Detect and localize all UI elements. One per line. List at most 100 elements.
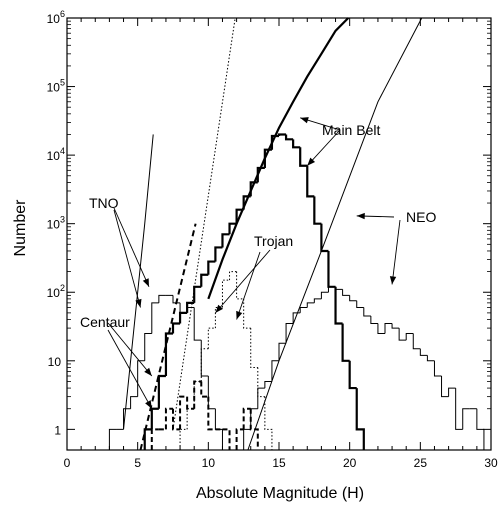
series-main-belt-curve-thick	[207, 17, 350, 300]
histogram-bin	[243, 428, 251, 450]
histogram-bin	[193, 307, 202, 341]
histogram-bin	[178, 311, 188, 324]
histogram-bin	[271, 360, 279, 382]
label-main-belt: Main Belt	[322, 122, 380, 138]
histogram-bin	[243, 298, 251, 329]
series-neo-line-thin	[247, 17, 423, 451]
histogram-bin	[327, 286, 336, 293]
histogram-bin	[335, 286, 343, 290]
annotation-labels: Main Belt NEO TNO Trojan Centaur	[80, 122, 436, 330]
histogram-bin	[214, 246, 223, 262]
histogram-bin	[419, 348, 428, 356]
annotation-arrow-line	[306, 129, 341, 167]
histogram-bin	[172, 408, 181, 431]
histogram-bin	[441, 376, 449, 398]
y-tick-label: 1	[54, 423, 61, 437]
annotation-arrow-line	[113, 207, 150, 287]
histogram-bin	[108, 428, 117, 450]
histogram-bin	[448, 387, 456, 397]
annotation-arrow-line	[107, 322, 153, 377]
histogram-bin	[433, 360, 442, 377]
histogram-bin	[130, 396, 138, 409]
x-tick-label: 10	[202, 456, 216, 470]
histogram-bin	[207, 396, 216, 431]
y-tick-label: 104	[47, 146, 65, 163]
y-axis-title: Number	[12, 199, 29, 257]
series-main-belt-histogram-thick	[143, 133, 365, 450]
histogram-bin	[151, 302, 159, 334]
histogram-bin	[144, 333, 152, 361]
annotation-arrow-line	[236, 251, 261, 320]
histogram-bin	[342, 289, 350, 296]
histogram-bin	[278, 342, 287, 361]
trend-line	[123, 134, 154, 430]
x-tick-label: 0	[64, 456, 71, 470]
histogram-bin	[123, 408, 131, 430]
histogram-bin	[356, 300, 364, 308]
histogram-bin	[179, 428, 188, 450]
annotation-arrowhead	[145, 400, 152, 409]
annotation-arrowhead	[307, 157, 316, 166]
series-centaur-histogram-dashed	[150, 380, 259, 450]
trend-line	[172, 17, 236, 430]
y-tick-label: 106	[47, 9, 65, 26]
histogram-bin	[256, 166, 265, 183]
series-trojan-histogram-dotted	[179, 271, 273, 450]
label-tno: TNO	[89, 195, 119, 211]
y-tick-label: 102	[47, 283, 65, 300]
x-axis-title: Absolute Magnitude (H)	[196, 485, 364, 502]
trend-line	[207, 17, 350, 300]
histogram-bin	[193, 380, 202, 409]
y-tick-label: 103	[47, 215, 65, 232]
histogram-bin	[200, 273, 209, 287]
histogram-bin	[207, 260, 216, 275]
annotation-arrowhead	[236, 310, 243, 320]
histogram-bin	[341, 323, 350, 362]
histogram-bin	[143, 428, 152, 450]
histogram-bin	[193, 285, 202, 303]
annotation-arrow-line	[113, 209, 141, 308]
x-tick-label: 30	[484, 456, 498, 470]
series-neo-histogram-thin	[243, 286, 485, 450]
histogram-bin	[200, 348, 209, 382]
annotation-arrowhead	[142, 278, 149, 287]
histogram-bin	[222, 428, 231, 450]
histogram-bin	[285, 323, 294, 344]
histogram-bin	[426, 355, 435, 362]
histogram-bin	[320, 291, 329, 299]
series-trojan-line-dotted	[172, 17, 236, 430]
histogram-bin	[299, 147, 308, 167]
y-tick-label: 105	[47, 78, 65, 95]
histogram-bin	[221, 279, 230, 308]
histogram-bin	[164, 407, 173, 430]
label-neo: NEO	[406, 209, 436, 225]
histogram-bin	[150, 428, 159, 450]
histogram-bin	[229, 271, 237, 281]
histogram-bin	[384, 323, 393, 334]
histogram-bin	[158, 294, 166, 303]
annotation-arrowhead	[356, 212, 365, 220]
histogram-bin	[327, 250, 336, 288]
histogram-bin	[200, 381, 209, 398]
histogram-bin	[137, 360, 145, 397]
histogram-bin	[313, 196, 322, 225]
series-tno-histogram-thin	[108, 294, 223, 450]
annotation-arrowhead	[389, 276, 397, 285]
chart-marks	[107, 17, 485, 451]
histogram-bin	[179, 395, 188, 430]
histogram-bin	[207, 376, 216, 410]
histogram-bin	[306, 165, 315, 198]
histogram-bin	[207, 327, 216, 349]
annotation-arrowhead	[135, 298, 142, 308]
histogram-bin	[228, 222, 237, 235]
histogram-bin	[363, 307, 371, 317]
histogram-bin	[462, 408, 470, 430]
histogram-bin	[313, 298, 322, 303]
histogram-bin	[179, 302, 188, 314]
trend-line	[247, 17, 423, 451]
histogram-bin	[391, 323, 400, 329]
histogram-bin	[186, 408, 195, 430]
histogram-bin	[299, 306, 308, 313]
histogram-bin	[405, 333, 414, 341]
